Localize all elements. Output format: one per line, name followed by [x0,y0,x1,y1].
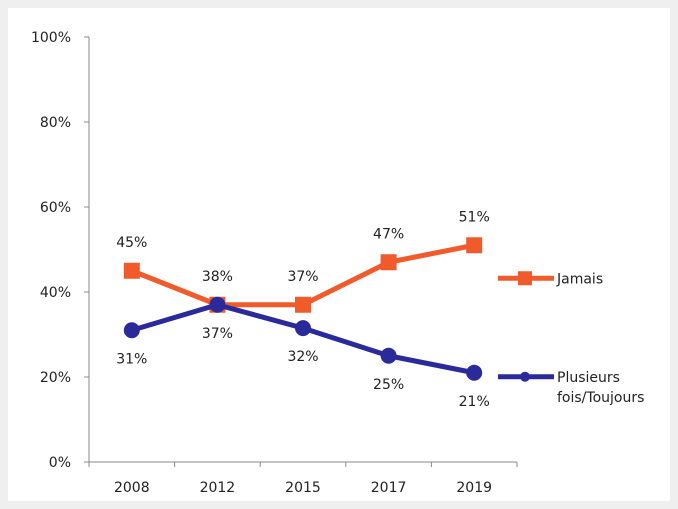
data-label: 45% [116,235,147,251]
data-point-circle [380,347,397,364]
y-tick-label: 0% [49,455,71,471]
y-tick-label: 60% [40,200,71,216]
series-layer: 45% 38% 37% 47% 51% 31% 37% 32% 25% 21% [116,209,490,410]
series-1: 31% 37% 32% 25% 21% [116,296,490,410]
data-point-circle [466,364,483,381]
data-label: 51% [459,209,490,225]
y-ticks: 0% 20% 40% 60% 80% 100% [31,30,89,471]
x-tick-label: 2019 [456,480,492,496]
x-tick-label: 2015 [285,480,321,496]
data-label: 25% [373,377,404,393]
data-label: 21% [459,394,490,410]
data-point-circle [209,296,226,313]
series-0: 45% 38% 37% 47% 51% [116,209,490,313]
data-label: 47% [373,226,404,242]
x-tick-label: 2008 [114,480,150,496]
data-point-square [380,254,397,271]
axes [88,37,517,463]
data-label: 37% [287,269,318,285]
x-ticks: 2008 2012 2015 2017 2019 [88,462,518,496]
x-tick-label: 2017 [371,480,407,496]
legend-square-icon [518,271,532,286]
x-tick-label: 2012 [200,480,236,496]
data-point-circle [123,322,140,339]
data-point-square [123,262,140,279]
legend-label: Jamais [556,271,603,287]
y-tick-label: 20% [40,370,71,386]
data-label: 32% [287,349,318,365]
chart-panel [8,8,670,501]
legend-item-1: Plusieurs fois/Toujours [498,370,644,406]
legend-item-0: Jamais [498,271,603,287]
data-label: 37% [202,326,233,342]
data-point-square [466,237,483,254]
legend-circle-icon [520,371,530,382]
legend-label: Plusieurs [557,370,620,386]
legend: Jamais Plusieurs fois/Toujours [498,271,644,406]
y-tick-label: 100% [31,30,71,46]
data-point-circle [295,320,311,337]
y-tick-label: 40% [40,285,71,301]
data-label: 31% [116,351,147,367]
data-label: 38% [202,269,233,285]
legend-label: fois/Toujours [557,390,644,406]
data-point-square [295,296,311,313]
y-tick-label: 80% [40,115,71,131]
